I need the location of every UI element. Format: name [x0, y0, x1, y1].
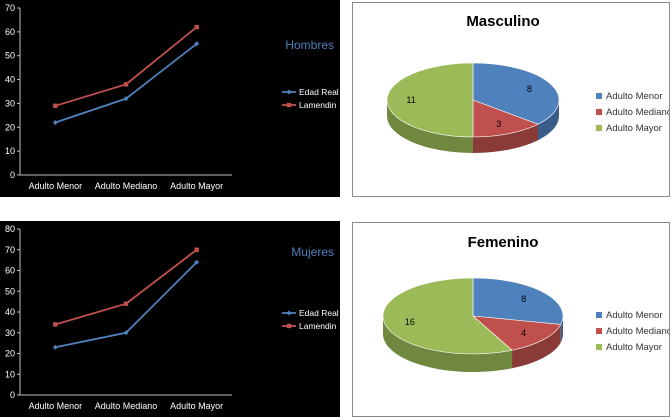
- data-point: [194, 247, 199, 252]
- legend-label: Adulto Mediano: [606, 326, 669, 337]
- legend-label: Adulto Menor: [606, 91, 663, 102]
- y-tick-label: 70: [5, 245, 15, 255]
- pie-chart-masculino-svg: 8 3 11 Masculino Adulto Menor Adulto Mediano A…: [386, 13, 669, 153]
- pie-data-label: 8: [521, 294, 526, 304]
- legend-marker: [286, 310, 292, 316]
- legend-swatch: [596, 109, 602, 115]
- chart-title: Femenino: [468, 234, 539, 251]
- data-point: [52, 344, 58, 350]
- pie-slice-adulto-mayor: [386, 62, 474, 138]
- x-tick-label: Adulto Menor: [29, 181, 83, 191]
- y-tick-label: 20: [5, 349, 15, 359]
- series-line-lamendin: [55, 249, 198, 326]
- chart-title: Masculino: [466, 13, 539, 30]
- legend-swatch: [596, 125, 602, 131]
- line-chart-hombres-svg: 0 10 20 30 40 50 60 70 Adulto Menor Adulto Median…: [5, 3, 339, 191]
- legend-swatch: [596, 93, 602, 99]
- x-tick-label: Adulto Mayor: [170, 181, 223, 191]
- pie-slice-side: [560, 316, 563, 343]
- legend-label: Edad Real: [299, 87, 339, 97]
- pie-chart-masculino: 8 3 11 Masculino Adulto Menor Adulto Mediano A…: [352, 2, 670, 197]
- pie-slice-adulto-menor: [472, 277, 564, 325]
- chart-title: Hombres: [285, 38, 334, 52]
- y-tick-label: 50: [5, 51, 15, 61]
- pie-slice-side: [383, 316, 513, 372]
- data-point: [194, 41, 200, 47]
- series-line-lamendin: [55, 26, 198, 107]
- data-point: [53, 103, 58, 109]
- pie-slice-side: [473, 124, 538, 153]
- pie-data-label: 8: [527, 84, 532, 94]
- pie-slice-adulto-menor: [472, 62, 560, 125]
- y-tick-label: 60: [5, 266, 15, 276]
- pie-data-label: 3: [496, 119, 501, 129]
- y-tick-label: 10: [5, 146, 15, 156]
- pie-data-label: 11: [406, 95, 415, 105]
- legend-swatch: [596, 344, 602, 350]
- legend-marker: [286, 323, 292, 329]
- line-chart-hombres: 0 10 20 30 40 50 60 70 Adulto Menor Adulto Median…: [0, 0, 340, 197]
- legend-swatch: [596, 312, 602, 318]
- y-tick-label: 0: [10, 170, 15, 180]
- legend-marker: [286, 89, 292, 95]
- y-tick-label: 70: [5, 3, 15, 13]
- chart-title: Mujeres: [291, 245, 334, 259]
- y-tick-label: 50: [5, 286, 15, 296]
- y-tick-label: 30: [5, 98, 15, 108]
- y-tick-label: 10: [5, 369, 15, 379]
- y-tick-label: 30: [5, 328, 15, 338]
- legend-label: Adulto Mayor: [606, 342, 662, 353]
- pie-slice-side: [387, 100, 473, 153]
- y-tick-label: 20: [5, 122, 15, 132]
- data-point: [53, 322, 58, 327]
- y-tick-label: 40: [5, 307, 15, 317]
- legend-swatch: [596, 328, 602, 334]
- pie-slice-adulto-mediano: [472, 99, 539, 138]
- data-point: [123, 82, 129, 87]
- data-point: [52, 120, 58, 126]
- data-point: [123, 301, 129, 306]
- y-tick-label: 0: [10, 390, 15, 400]
- legend-label: Adulto Menor: [606, 310, 663, 321]
- pie-slice-side: [512, 324, 561, 369]
- data-point: [123, 96, 129, 102]
- data-point: [194, 24, 199, 30]
- legend-marker: [286, 102, 292, 108]
- legend-label: Adulto Mediano: [606, 107, 669, 118]
- line-chart-mujeres-svg: 0 10 20 30 40 50 60 70 80 Adulto Menor Adulto Medi…: [5, 224, 339, 411]
- legend-label: Adulto Mayor: [606, 123, 662, 134]
- pie-chart-femenino-svg: 8 4 16 Femenino Adulto Menor Adulto Mediano Ad…: [382, 234, 669, 372]
- x-tick-label: Adulto Mayor: [170, 401, 223, 411]
- data-point: [123, 330, 129, 336]
- pie-chart-femenino: 8 4 16 Femenino Adulto Menor Adulto Mediano Ad…: [352, 222, 670, 417]
- pie-slice-adulto-mayor: [382, 277, 513, 355]
- y-tick-label: 40: [5, 75, 15, 85]
- x-tick-label: Adulto Mediano: [95, 401, 158, 411]
- y-tick-label: 60: [5, 27, 15, 37]
- pie-data-label: 4: [521, 328, 526, 338]
- legend-label: Edad Real: [299, 308, 339, 318]
- legend-label: Lamendin: [299, 321, 337, 331]
- x-tick-label: Adulto Mediano: [95, 181, 158, 191]
- line-chart-mujeres: 0 10 20 30 40 50 60 70 80 Adulto Menor Adulto Medi…: [0, 221, 340, 417]
- x-tick-label: Adulto Menor: [29, 401, 83, 411]
- y-tick-label: 80: [5, 224, 15, 234]
- data-point: [194, 259, 200, 265]
- legend-label: Lamendin: [299, 100, 337, 110]
- pie-data-label: 16: [405, 317, 415, 327]
- pie-slice-side: [537, 100, 559, 141]
- pie-slice-adulto-mediano: [472, 315, 562, 351]
